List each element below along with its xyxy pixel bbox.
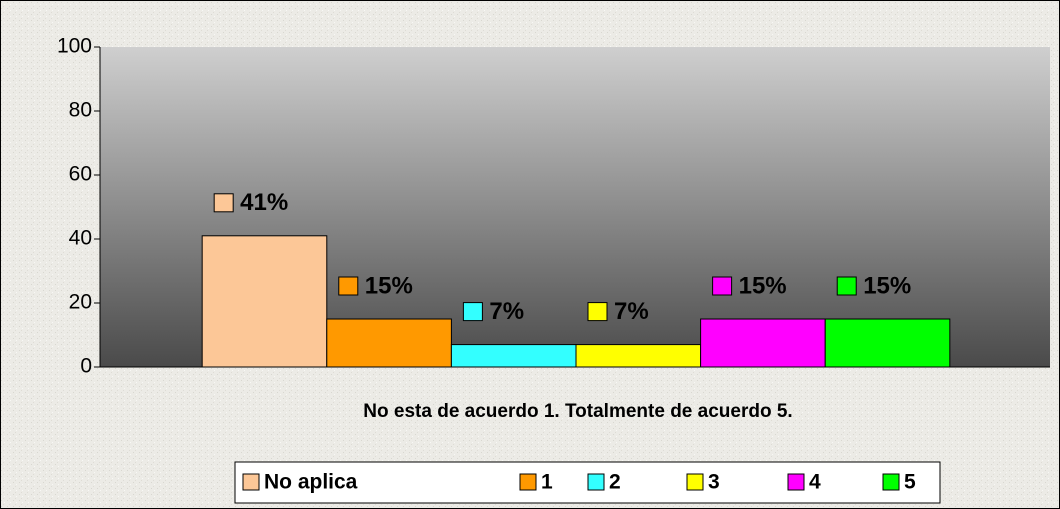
value-label: 41% (240, 189, 288, 216)
y-tick-label: 40 (69, 227, 92, 250)
bar (700, 318, 826, 368)
bar (201, 235, 328, 368)
y-tick-label: 0 (80, 355, 92, 378)
value-label-key (338, 276, 359, 296)
value-label-key (213, 193, 234, 213)
value-label-key (462, 302, 483, 322)
bar (326, 318, 452, 368)
value-label-key (836, 276, 857, 296)
x-axis-title: No esta de acuerdo 1. Totalmente de acue… (363, 401, 792, 422)
legend-key (686, 473, 704, 491)
legend-label: 1 (541, 471, 553, 494)
y-tick-label: 100 (57, 35, 92, 58)
legend-label: 3 (708, 471, 720, 494)
y-tick-label: 60 (69, 163, 92, 186)
bar (450, 344, 577, 368)
legend-key (882, 473, 900, 491)
value-label: 7% (489, 298, 524, 325)
legend-label: 2 (609, 471, 621, 494)
legend-label: 4 (809, 471, 821, 494)
legend-label: 5 (904, 471, 916, 494)
value-label-key (712, 276, 733, 296)
value-label: 7% (614, 298, 649, 325)
legend-label: No aplica (264, 471, 358, 494)
y-tick-label: 80 (69, 99, 92, 122)
legend-key (587, 473, 605, 491)
legend-key (242, 473, 260, 491)
bar (824, 318, 951, 368)
value-label-key (587, 302, 608, 322)
bar (575, 344, 702, 368)
value-label: 15% (739, 272, 787, 299)
value-label: 15% (365, 272, 413, 299)
value-label: 15% (863, 272, 911, 299)
y-tick-label: 20 (69, 291, 92, 314)
legend-key (519, 473, 537, 491)
legend-key (787, 473, 805, 491)
